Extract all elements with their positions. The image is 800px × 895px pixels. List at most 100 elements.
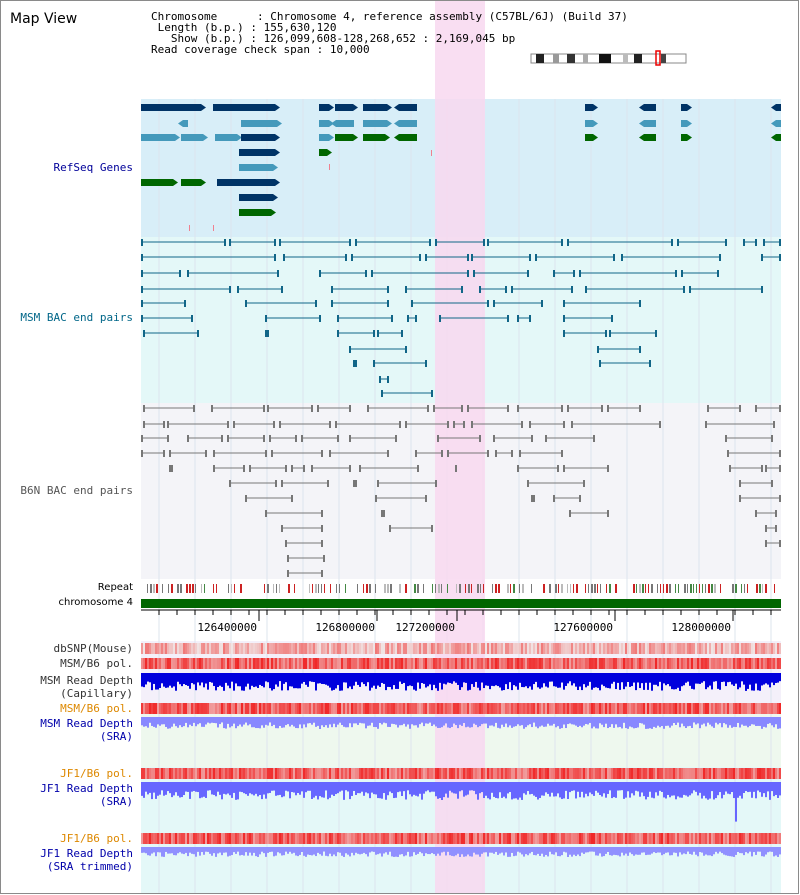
polymorphism-cell (211, 768, 213, 779)
read-depth-bar (353, 847, 355, 856)
polymorphism-cell (467, 703, 469, 714)
track-label-msm-depth-sra[interactable]: MSM Read Depth (SRA) (40, 717, 133, 743)
polymorphism-cell (521, 658, 523, 669)
polymorphism-cell (627, 768, 629, 779)
read-depth-bar (507, 717, 509, 728)
read-depth-bar (313, 673, 315, 683)
bac-end (495, 450, 497, 457)
read-depth-bar (681, 782, 683, 798)
bac-end (467, 270, 469, 277)
polymorphism-cell (373, 833, 375, 844)
polymorphism-cell (535, 703, 537, 714)
read-depth-bar (725, 782, 727, 792)
read-depth-bar (431, 847, 433, 854)
read-depth-bar (619, 673, 621, 690)
read-depth-bar (539, 782, 541, 798)
polymorphism-cell (501, 643, 503, 654)
bac-end (371, 270, 373, 277)
bac-end (775, 510, 777, 517)
bac-end (353, 480, 355, 487)
read-depth-bar (245, 673, 247, 687)
repeat-element (345, 584, 346, 593)
track-label-jf1-depth[interactable]: JF1 Read Depth (SRA) (40, 782, 133, 808)
polymorphism-cell (283, 703, 285, 714)
read-depth-bar (583, 673, 585, 685)
track-label-b6n-bac[interactable]: B6N BAC end pairs (20, 484, 133, 497)
read-depth-bar (707, 847, 709, 856)
polymorphism-cell (421, 643, 423, 654)
read-depth-bar (743, 782, 745, 794)
polymorphism-cell (373, 768, 375, 779)
read-depth-bar (291, 847, 293, 854)
polymorphism-cell (427, 658, 429, 669)
polymorphism-cell (525, 833, 527, 844)
polymorphism-cell (145, 658, 147, 669)
read-depth-bar (205, 717, 207, 725)
track-label-msm-bac[interactable]: MSM BAC end pairs (20, 311, 133, 324)
polymorphism-cell (143, 703, 145, 714)
polymorphism-cell (467, 658, 469, 669)
read-depth-bar (431, 717, 433, 726)
read-depth-bar (183, 673, 185, 685)
read-depth-bar (345, 847, 347, 854)
read-depth-bar (329, 717, 331, 725)
polymorphism-cell (527, 658, 529, 669)
track-label-jf1-depth-trimmed[interactable]: JF1 Read Depth (SRA trimmed) (40, 847, 133, 873)
read-depth-bar (417, 673, 419, 683)
repeat-element (732, 584, 734, 593)
polymorphism-cell (607, 643, 609, 654)
bac-end (267, 330, 269, 337)
read-depth-bar (485, 847, 487, 853)
track-label-msm-b6-pol[interactable]: MSM/B6 pol. (60, 657, 133, 670)
polymorphism-cell (499, 768, 501, 779)
read-depth-bar (301, 717, 303, 729)
read-depth-bar (165, 673, 167, 688)
polymorphism-cell (715, 768, 717, 779)
read-depth-bar (637, 847, 639, 855)
polymorphism-cell (627, 833, 629, 844)
track-label-msm-depth-capillary[interactable]: MSM Read Depth (Capillary) (40, 674, 133, 700)
read-depth-bar (335, 717, 337, 728)
read-depth-bar (571, 782, 573, 791)
read-depth-bar (657, 673, 659, 687)
polymorphism-cell (775, 768, 777, 779)
polymorphism-cell (303, 643, 305, 654)
polymorphism-cell (347, 768, 349, 779)
polymorphism-cell (587, 658, 589, 669)
read-depth-bar (321, 847, 323, 856)
read-depth-bar (207, 673, 209, 690)
polymorphism-cell (205, 643, 207, 654)
polymorphism-cell (613, 658, 615, 669)
polymorphism-cell (355, 768, 357, 779)
read-depth-bar (219, 782, 221, 795)
read-depth-bar (651, 673, 653, 691)
read-depth-bar (739, 847, 741, 854)
repeat-element (747, 584, 748, 593)
read-depth-bar (743, 673, 745, 685)
read-depth-bar (287, 717, 289, 725)
read-depth-bar (675, 782, 677, 800)
read-depth-bar (521, 847, 523, 855)
read-depth-bar (743, 717, 745, 726)
track-label-dbsnp[interactable]: dbSNP(Mouse) (53, 642, 133, 655)
track-label-jf1-pol[interactable]: JF1/B6 pol. (60, 767, 133, 780)
polymorphism-cell (425, 833, 427, 844)
polymorphism-cell (601, 703, 603, 714)
read-depth-bar (663, 847, 665, 855)
track-label-msm-b6-pol-sra[interactable]: MSM/B6 pol. (60, 702, 133, 715)
bac-end (141, 239, 143, 246)
polymorphism-cell (665, 833, 667, 844)
read-depth-bar (739, 717, 741, 728)
read-depth-bar (309, 782, 311, 791)
polymorphism-cell (625, 643, 627, 654)
track-label-jf1-pol-trimmed[interactable]: JF1/B6 pol. (60, 832, 133, 845)
polymorphism-cell (705, 703, 707, 714)
bac-end (461, 286, 463, 293)
repeat-element (147, 584, 148, 593)
polymorphism-cell (273, 658, 275, 669)
track-label-refseq[interactable]: RefSeq Genes (53, 161, 133, 174)
gene-block (141, 134, 175, 141)
ideogram-position-marker (655, 50, 661, 66)
polymorphism-cell (143, 658, 145, 669)
